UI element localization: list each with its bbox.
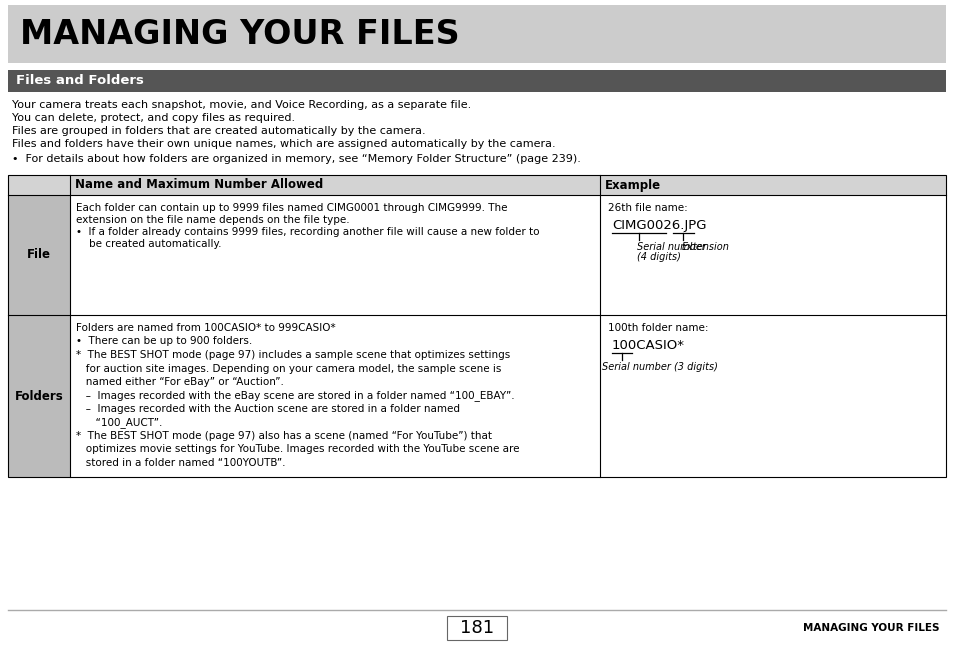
Bar bbox=[8, 315, 70, 477]
Text: 100CASIO*: 100CASIO* bbox=[612, 339, 684, 352]
Text: MANAGING YOUR FILES: MANAGING YOUR FILES bbox=[20, 17, 459, 50]
Text: optimizes movie settings for YouTube. Images recorded with the YouTube scene are: optimizes movie settings for YouTube. Im… bbox=[76, 444, 519, 455]
Text: *  The BEST SHOT mode (page 97) includes a sample scene that optimizes settings: * The BEST SHOT mode (page 97) includes … bbox=[76, 350, 510, 360]
Text: be created automatically.: be created automatically. bbox=[76, 239, 221, 249]
Text: Name and Maximum Number Allowed: Name and Maximum Number Allowed bbox=[75, 178, 323, 191]
Text: CIMG0026.JPG: CIMG0026.JPG bbox=[612, 219, 706, 232]
Bar bbox=[8, 70, 945, 92]
Text: for auction site images. Depending on your camera model, the sample scene is: for auction site images. Depending on yo… bbox=[76, 364, 501, 373]
Text: Folders are named from 100CASIO* to 999CASIO*: Folders are named from 100CASIO* to 999C… bbox=[76, 323, 335, 333]
Text: Each folder can contain up to 9999 files named CIMG0001 through CIMG9999. The: Each folder can contain up to 9999 files… bbox=[76, 203, 507, 213]
Text: extension on the file name depends on the file type.: extension on the file name depends on th… bbox=[76, 215, 349, 225]
Bar bbox=[447, 616, 506, 640]
Text: •  If a folder already contains 9999 files, recording another file will cause a : • If a folder already contains 9999 file… bbox=[76, 227, 539, 237]
Text: •  For details about how folders are organized in memory, see “Memory Folder Str: • For details about how folders are orga… bbox=[12, 154, 580, 164]
Text: 100th folder name:: 100th folder name: bbox=[607, 323, 708, 333]
Text: 26th file name:: 26th file name: bbox=[607, 203, 687, 213]
Text: Serial number (3 digits): Serial number (3 digits) bbox=[601, 362, 718, 372]
Text: Files and Folders: Files and Folders bbox=[16, 74, 144, 87]
Text: File: File bbox=[27, 249, 51, 262]
Bar bbox=[8, 195, 70, 315]
Text: “100_AUCT”.: “100_AUCT”. bbox=[76, 417, 162, 428]
Text: •  There can be up to 900 folders.: • There can be up to 900 folders. bbox=[76, 337, 252, 346]
Text: 181: 181 bbox=[459, 619, 494, 637]
Text: MANAGING YOUR FILES: MANAGING YOUR FILES bbox=[802, 623, 939, 633]
Text: –  Images recorded with the Auction scene are stored in a folder named: – Images recorded with the Auction scene… bbox=[76, 404, 459, 414]
Text: (4 digits): (4 digits) bbox=[637, 252, 680, 262]
Text: Your camera treats each snapshot, movie, and Voice Recording, as a separate file: Your camera treats each snapshot, movie,… bbox=[12, 100, 471, 110]
Text: Extension: Extension bbox=[680, 242, 728, 252]
Text: Files and folders have their own unique names, which are assigned automatically : Files and folders have their own unique … bbox=[12, 139, 555, 149]
Text: You can delete, protect, and copy files as required.: You can delete, protect, and copy files … bbox=[12, 113, 294, 123]
Text: named either “For eBay” or “Auction”.: named either “For eBay” or “Auction”. bbox=[76, 377, 284, 387]
Bar bbox=[8, 5, 945, 63]
Text: Example: Example bbox=[604, 178, 660, 191]
Bar bbox=[8, 175, 945, 477]
Bar bbox=[8, 175, 945, 195]
Text: *  The BEST SHOT mode (page 97) also has a scene (named “For YouTube”) that: * The BEST SHOT mode (page 97) also has … bbox=[76, 431, 492, 441]
Text: Files are grouped in folders that are created automatically by the camera.: Files are grouped in folders that are cr… bbox=[12, 126, 425, 136]
Text: stored in a folder named “100YOUTB”.: stored in a folder named “100YOUTB”. bbox=[76, 458, 285, 468]
Text: Serial number: Serial number bbox=[637, 242, 705, 252]
Text: Folders: Folders bbox=[14, 390, 63, 402]
Text: –  Images recorded with the eBay scene are stored in a folder named “100_EBAY”.: – Images recorded with the eBay scene ar… bbox=[76, 390, 514, 401]
